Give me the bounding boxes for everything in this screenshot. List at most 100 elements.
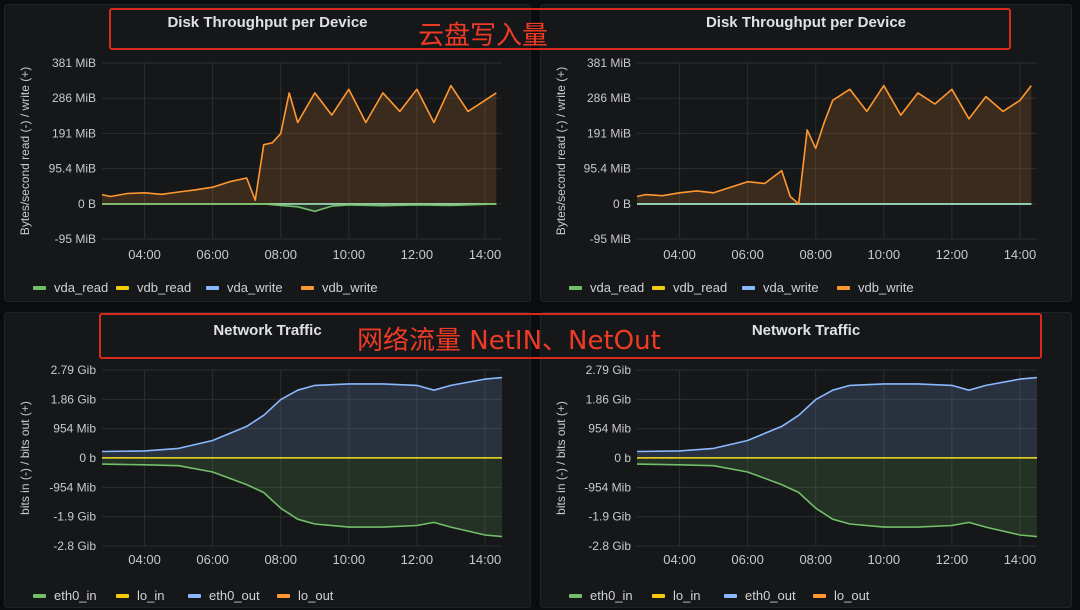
legend-label-vda_read: vda_read [590,280,644,295]
x-tick-label: 12:00 [401,247,434,262]
panel-title[interactable]: Disk Throughput per Device [705,14,907,31]
x-tick-label: 04:00 [663,247,696,262]
legend-swatch-vda_read [569,286,582,290]
panel-title[interactable]: Network Traffic [213,322,322,339]
series-line-eth0_in [101,463,503,538]
x-tick-label: 08:00 [264,552,297,567]
y-axis-label: Bytes/second read (-) / write (+) [18,67,32,235]
y-tick-label: -1.9 Gib [588,510,631,524]
series-line-vdb_write [636,84,1032,205]
legend-swatch-vda_write [742,286,755,290]
network-chart-left: 2.79 Gib 1.86 Gib 954 Mib 0 b -954 Mib -1.9 G… [18,363,503,603]
disk-annotation-text: 云盘写入量 [418,21,549,51]
x-tick-label: 12:00 [936,552,969,567]
x-tick-label: 04:00 [663,552,696,567]
y-tick-label: 1.86 Gib [586,392,632,406]
y-tick-label: 2.79 Gib [586,363,632,377]
x-tick-label: 10:00 [333,552,366,567]
x-tick-label: 04:00 [128,247,161,262]
network-traffic-panel-left: Network Traffic 2.79 Gib 1.86 Gib 954 Mib 0… [4,312,531,608]
network-annotation-text: 网络流量 NetIN、NetOut [357,326,661,356]
network-traffic-panel-right: Network Traffic 2.79 Gib 1.86 Gib 954 Mib 0… [540,312,1072,608]
y-axis-label: bits in (-) / bits out (+) [554,401,568,515]
legend-swatch-eth0_out [188,594,201,598]
series-area-eth0_out [637,377,1037,458]
series-line-vdb_write [101,84,497,201]
x-tick-label: 14:00 [469,552,502,567]
series-area-eth0_in [637,457,1037,537]
x-tick-label: 14:00 [469,247,502,262]
y-tick-label: 0 b [614,451,631,465]
disk-throughput-panel-left: Disk Throughput per Device 381 MiB 286 Mi… [4,4,531,302]
x-tick-label: 06:00 [731,552,764,567]
series-line-eth0_in [636,463,1038,538]
y-axis-label: Bytes/second read (-) / write (+) [554,67,568,235]
y-tick-label: 95.4 MiB [584,162,631,176]
y-tick-label: -954 Mib [584,480,631,494]
x-tick-label: 10:00 [868,552,901,567]
legend-swatch-eth0_out [724,594,737,598]
disk-chart-left: 381 MiB 286 MiB 191 MiB 95.4 MiB 0 B -95 MiB 0… [18,56,502,295]
x-tick-label: 08:00 [799,552,832,567]
y-tick-label: 286 MiB [587,91,631,105]
x-tick-label: 06:00 [196,552,229,567]
series-area-vdb_write [637,85,1032,204]
y-tick-label: 0 b [79,451,96,465]
disk-chart-right: 381 MiB 286 MiB 191 MiB 95.4 MiB 0 B -95 MiB 0… [554,56,1037,295]
x-tick-label: 08:00 [264,247,297,262]
legend-swatch-eth0_in [33,594,46,598]
x-tick-label: 10:00 [868,247,901,262]
legend-label-lo_in: lo_in [673,588,700,603]
series-line-eth0_out [101,376,503,453]
legend-swatch-lo_out [277,594,290,598]
y-axis-label: bits in (-) / bits out (+) [18,401,32,515]
x-tick-label: 04:00 [128,552,161,567]
legend-swatch-vdb_write [837,286,850,290]
legend-swatch-vdb_read [652,286,665,290]
x-tick-label: 06:00 [731,247,764,262]
y-tick-label: -1.9 Gib [53,510,96,524]
network-annotation-box [99,313,1042,359]
legend-label-lo_in: lo_in [137,588,164,603]
network-chart-right: 2.79 Gib 1.86 Gib 954 Mib 0 b -954 Mib -1.9 G… [554,363,1038,603]
y-tick-label: 95.4 MiB [49,162,96,176]
legend-swatch-vda_write [206,286,219,290]
x-tick-label: 08:00 [799,247,832,262]
y-tick-label: 0 B [78,197,96,211]
legend-label-lo_out: lo_out [834,588,870,603]
legend-swatch-vdb_read [116,286,129,290]
legend-label-vdb_read: vdb_read [137,280,191,295]
legend-label-vda_write: vda_write [763,280,819,295]
disk-annotation-box [109,8,1011,50]
x-tick-label: 14:00 [1004,247,1037,262]
y-tick-label: 191 MiB [52,126,96,140]
legend-swatch-lo_out [813,594,826,598]
y-tick-label: -95 MiB [590,232,631,246]
y-tick-label: 1.86 Gib [51,392,97,406]
legend-label-eth0_out: eth0_out [745,588,796,603]
disk-throughput-panel-right: Disk Throughput per Device 381 MiB 286 Mi… [540,4,1072,302]
series-area-eth0_out [102,377,502,458]
legend-swatch-vda_read [33,286,46,290]
series-area-vdb_write [102,85,497,204]
x-tick-label: 06:00 [196,247,229,262]
legend-swatch-eth0_in [569,594,582,598]
y-tick-label: 381 MiB [587,56,631,70]
x-tick-label: 10:00 [333,247,366,262]
x-tick-label: 14:00 [1004,552,1037,567]
y-tick-label: 0 B [613,197,631,211]
legend-label-vda_write: vda_write [227,280,283,295]
y-tick-label: -95 MiB [55,232,96,246]
legend-label-eth0_in: eth0_in [590,588,633,603]
y-tick-label: -2.8 Gib [53,539,96,553]
panel-title[interactable]: Disk Throughput per Device [167,14,368,31]
y-tick-label: 2.79 Gib [51,363,97,377]
panel-title[interactable]: Network Traffic [751,322,861,339]
legend-label-eth0_out: eth0_out [209,588,260,603]
y-tick-label: 191 MiB [587,126,631,140]
y-tick-label: 286 MiB [52,91,96,105]
legend-label-vda_read: vda_read [54,280,108,295]
y-tick-label: -954 Mib [49,480,96,494]
series-line-vda_read [102,203,497,213]
x-tick-label: 12:00 [936,247,969,262]
